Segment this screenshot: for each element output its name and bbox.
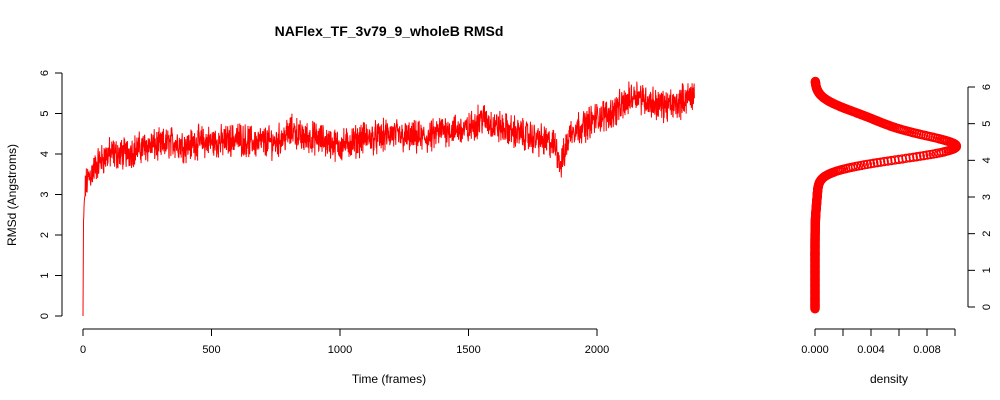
density-point (810, 76, 821, 87)
density-point (879, 156, 889, 167)
x-tick-label: 2000 (585, 344, 609, 356)
density-y-tick-label: 0 (981, 304, 993, 310)
density-point (872, 157, 882, 168)
density-plot: 0.000 0.004 0.008 0 1 2 3 4 5 6 density (801, 76, 993, 386)
density-x-tick-label: 0.000 (801, 344, 829, 356)
density-x-axis-title: density (870, 372, 908, 386)
density-x-axis: 0.000 0.004 0.008 (801, 328, 956, 356)
density-series-points (810, 76, 962, 314)
x-tick-label: 0 (80, 344, 86, 356)
density-point (904, 153, 915, 163)
density-x-tick-label: 0.004 (857, 344, 885, 356)
y-tick-label: 6 (39, 70, 51, 76)
density-point (922, 150, 932, 160)
y-tick-label: 0 (39, 313, 51, 319)
x-tick-label: 1000 (328, 344, 352, 356)
density-y-tick-label: 6 (981, 84, 993, 90)
density-point (875, 157, 886, 167)
rmsd-series-line (82, 81, 695, 317)
density-point (918, 150, 929, 161)
x-axis-title: Time (frames) (352, 372, 426, 386)
density-point (862, 159, 873, 170)
y-tick-label: 1 (39, 272, 51, 278)
chart-title: NAFlex_TF_3v79_9_wholeB RMSd (275, 23, 504, 39)
y-axis: 0 1 2 3 4 5 6 (39, 70, 63, 319)
density-y-tick-label: 3 (981, 194, 993, 200)
density-y-tick-label: 1 (981, 267, 993, 273)
density-y-tick-label: 5 (981, 121, 993, 127)
density-point (908, 152, 918, 162)
y-tick-label: 3 (39, 191, 51, 197)
y-tick-label: 5 (39, 110, 51, 116)
y-axis-title: RMSd (Angstroms) (5, 144, 19, 246)
y-tick-label: 2 (39, 232, 51, 238)
density-y-tick-label: 4 (981, 157, 993, 163)
density-y-tick-label: 2 (981, 231, 993, 237)
density-point (915, 151, 925, 161)
density-point (865, 159, 876, 169)
x-axis: 0 500 1000 1500 2000 (80, 328, 609, 356)
density-x-tick-label: 0.008 (913, 344, 941, 356)
density-point (869, 158, 879, 168)
x-tick-label: 1500 (456, 344, 480, 356)
density-point (912, 152, 922, 162)
x-tick-label: 500 (202, 344, 220, 356)
y-tick-label: 4 (39, 151, 51, 157)
density-y-axis: 0 1 2 3 4 5 6 (967, 84, 993, 310)
rmsd-plot: 0 500 1000 1500 2000 0 1 2 3 4 5 6 Time (frames) R… (5, 70, 695, 386)
